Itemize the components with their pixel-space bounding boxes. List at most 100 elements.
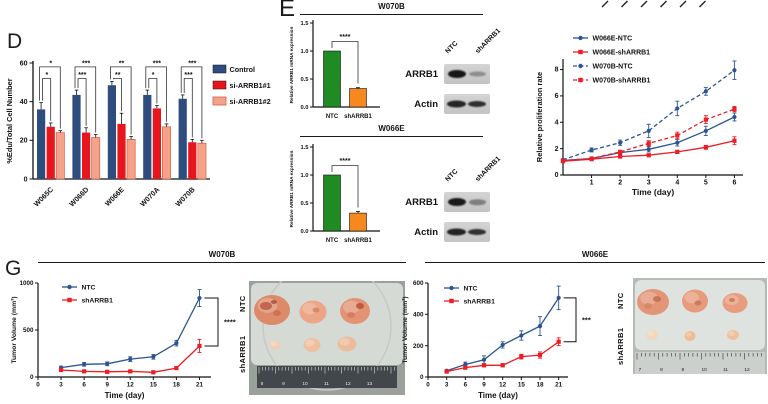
svg-text:1.5: 1.5 bbox=[300, 21, 309, 27]
blot-lane-label-sharrb1: shARRB1 bbox=[474, 155, 503, 184]
sig-bracket-outer bbox=[39, 66, 61, 129]
svg-text:shARRB1: shARRB1 bbox=[344, 114, 372, 120]
photo-row-label-sharrb1: shARRB1 bbox=[616, 327, 625, 365]
svg-text:3: 3 bbox=[59, 382, 63, 389]
cropped-mark bbox=[660, 0, 667, 8]
cropped-mark bbox=[679, 0, 687, 8]
tumor bbox=[337, 336, 357, 352]
cropped-mark bbox=[640, 0, 648, 8]
panel-label-e: E bbox=[279, 0, 296, 22]
legend-swatch-Control bbox=[212, 64, 227, 74]
line-chart-plot: 0 2 4 6 8 1 2 3 4 5 6 Time (day) Relative proliferat… bbox=[535, 36, 743, 197]
svg-text:*: * bbox=[49, 60, 52, 67]
svg-text:7: 7 bbox=[639, 367, 642, 373]
blot-lane-label-sharrb1: shARRB1 bbox=[474, 27, 503, 56]
mrna-bar-chart-w066e: 0.0 0.5 1.0 1.5 Relative ARRB1 mRNA expressi… bbox=[289, 144, 380, 244]
svg-text:12: 12 bbox=[345, 381, 351, 387]
tumor bbox=[299, 300, 327, 324]
svg-text:0: 0 bbox=[555, 172, 559, 179]
svg-text:6: 6 bbox=[82, 382, 86, 389]
svg-text:NTC: NTC bbox=[82, 285, 96, 292]
blot-band-sharrb1 bbox=[469, 199, 486, 205]
svg-text:**: ** bbox=[119, 60, 125, 67]
svg-text:W065C: W065C bbox=[32, 185, 55, 208]
svg-text:****: **** bbox=[340, 158, 351, 165]
svg-text:**: ** bbox=[115, 72, 121, 79]
blot-band-ntc bbox=[448, 198, 466, 206]
svg-text:21: 21 bbox=[196, 382, 204, 389]
svg-text:W070B-shARRB1: W070B-shARRB1 bbox=[593, 78, 651, 85]
sig-bracket-outer bbox=[180, 66, 203, 139]
blot-row-label-arrb1: ARRB1 bbox=[405, 68, 438, 80]
svg-text:200: 200 bbox=[413, 343, 424, 350]
svg-text:400: 400 bbox=[413, 312, 424, 319]
svg-text:3: 3 bbox=[647, 180, 651, 187]
bar-si-ARRB1#1 bbox=[117, 123, 126, 179]
svg-text:60: 60 bbox=[20, 60, 28, 67]
bar-NTC bbox=[323, 50, 341, 108]
svg-text:0: 0 bbox=[420, 374, 424, 381]
bar-Control bbox=[143, 94, 152, 179]
photo-row-label-ntc: NTC bbox=[616, 292, 625, 310]
ruler bbox=[635, 352, 765, 374]
svg-text:W066D: W066D bbox=[67, 185, 90, 208]
svg-text:NTC: NTC bbox=[326, 238, 339, 244]
sig-bracket bbox=[563, 297, 577, 343]
blot-row-label-actin: Actin bbox=[414, 226, 438, 238]
tumor-photo-w070b: 8 9 10 11 12 13 bbox=[249, 281, 405, 395]
svg-text:15: 15 bbox=[518, 382, 526, 389]
svg-text:2: 2 bbox=[618, 180, 622, 187]
svg-text:2: 2 bbox=[555, 146, 559, 153]
svg-text:0: 0 bbox=[24, 176, 28, 183]
svg-text:1.0: 1.0 bbox=[300, 173, 308, 179]
sig-bracket-outer bbox=[110, 66, 132, 135]
svg-text:Tumor Volume (mm³): Tumor Volume (mm³) bbox=[11, 296, 18, 363]
bar-si-ARRB1#2 bbox=[197, 142, 207, 180]
svg-text:3: 3 bbox=[445, 382, 449, 389]
svg-text:****: **** bbox=[224, 318, 236, 327]
sig-bracket bbox=[204, 297, 219, 347]
bar-Control bbox=[72, 94, 81, 179]
svg-text:12: 12 bbox=[744, 367, 750, 373]
series-shARRB1 bbox=[444, 337, 561, 374]
tumor bbox=[646, 330, 658, 340]
photo-row-label-ntc: NTC bbox=[238, 295, 247, 313]
svg-text:9: 9 bbox=[482, 382, 486, 389]
sig-bracket bbox=[331, 41, 359, 84]
tumor bbox=[682, 289, 708, 313]
western-blot-w066e: NTC shARRB1 ARRB1 Actin bbox=[398, 148, 502, 248]
svg-text:6: 6 bbox=[732, 180, 736, 187]
svg-text:15: 15 bbox=[150, 382, 158, 389]
bar-Control bbox=[178, 98, 187, 179]
svg-text:NTC: NTC bbox=[464, 286, 478, 293]
mrna-chart-plot: 0.0 0.5 1.0 1.5 Relative ARRB1 mRNA expressi… bbox=[289, 20, 380, 120]
svg-text:*: * bbox=[152, 72, 155, 79]
sig-bracket-inner bbox=[77, 78, 87, 126]
tumor bbox=[722, 293, 748, 313]
western-blot-w070b: NTC shARRB1 ARRB1 Actin bbox=[398, 20, 502, 120]
blot-band-sharrb1 bbox=[468, 101, 486, 107]
bar-si-ARRB1#2 bbox=[91, 137, 101, 180]
svg-text:11: 11 bbox=[723, 367, 728, 373]
blot-lane-label-ntc: NTC bbox=[444, 40, 460, 56]
svg-text:21: 21 bbox=[555, 382, 563, 389]
svg-text:5: 5 bbox=[704, 180, 708, 187]
line-chart-plot: 0 200 400 600 0 3 6 9 12 15 18 21 Time (day) Tumor Vo… bbox=[402, 280, 591, 400]
svg-text:18: 18 bbox=[173, 382, 181, 389]
svg-text:10: 10 bbox=[702, 367, 708, 373]
tumor bbox=[269, 340, 281, 350]
svg-text:***: *** bbox=[153, 60, 161, 67]
svg-text:si-ARRB1#2: si-ARRB1#2 bbox=[230, 97, 271, 106]
svg-text:8: 8 bbox=[261, 381, 264, 387]
tumor-volume-chart-w070b: 0 500 1000 0 3 6 9 12 15 18 21 Time (day) Tumor Volu… bbox=[11, 280, 236, 400]
svg-text:Relative ARRB1 mRNA expression: Relative ARRB1 mRNA expression bbox=[289, 26, 294, 103]
svg-text:0: 0 bbox=[426, 382, 430, 389]
bar-shARRB1 bbox=[349, 212, 367, 232]
svg-text:500: 500 bbox=[23, 327, 34, 334]
e-section-title-w070b: W070B bbox=[300, 2, 483, 15]
svg-text:0.0: 0.0 bbox=[300, 105, 308, 111]
cropped-mark bbox=[699, 0, 706, 8]
